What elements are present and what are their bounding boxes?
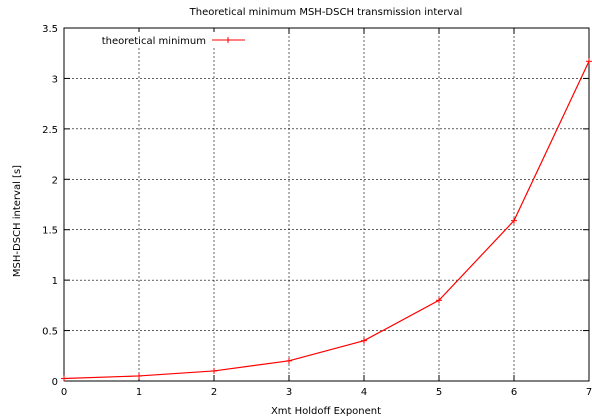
x-axis-title: Xmt Holdoff Exponent [271, 406, 381, 417]
x-tick-label: 3 [286, 387, 292, 398]
legend: theoretical minimum [94, 32, 280, 48]
data-point [361, 337, 367, 344]
y-tick-label: 1.5 [42, 226, 58, 237]
y-axis-title: MSH-DSCH interval [s] [12, 165, 23, 277]
plot-frame [63, 27, 590, 382]
grid [64, 28, 589, 381]
data-point [511, 217, 517, 224]
data-point [586, 58, 592, 65]
legend-background [94, 32, 280, 48]
data-point [286, 357, 292, 364]
y-tick-label: 3 [52, 74, 58, 85]
legend-marker-plus [225, 37, 231, 43]
x-tick-label: 4 [361, 387, 367, 398]
data-point [136, 372, 142, 379]
x-tick-label: 5 [436, 387, 442, 398]
x-tick-label: 0 [61, 387, 67, 398]
x-tick-label: 7 [586, 387, 592, 398]
ticks: 0 1 2 3 4 5 6 7 0 0.5 1 1.5 2 2.5 3 3.5 [42, 24, 592, 398]
legend-label: theoretical minimum [102, 36, 206, 47]
data-point [436, 297, 442, 304]
y-tick-label: 2 [52, 175, 58, 186]
y-tick-label: 3.5 [42, 24, 58, 35]
x-tick-label: 2 [211, 387, 217, 398]
series-layer [61, 58, 592, 382]
x-tick-label: 1 [136, 387, 142, 398]
legend-marker [225, 37, 231, 43]
data-point [61, 375, 67, 382]
chart-title: Theoretical minimum MSH-DSCH transmissio… [189, 7, 463, 18]
y-tick-label: 0.5 [42, 327, 58, 338]
data-point [211, 367, 217, 374]
y-tick-label: 1 [52, 276, 58, 287]
y-tick-label: 0 [52, 377, 58, 388]
y-tick-label: 2.5 [42, 125, 58, 136]
x-tick-label: 6 [511, 387, 517, 398]
series-line [63, 61, 590, 380]
